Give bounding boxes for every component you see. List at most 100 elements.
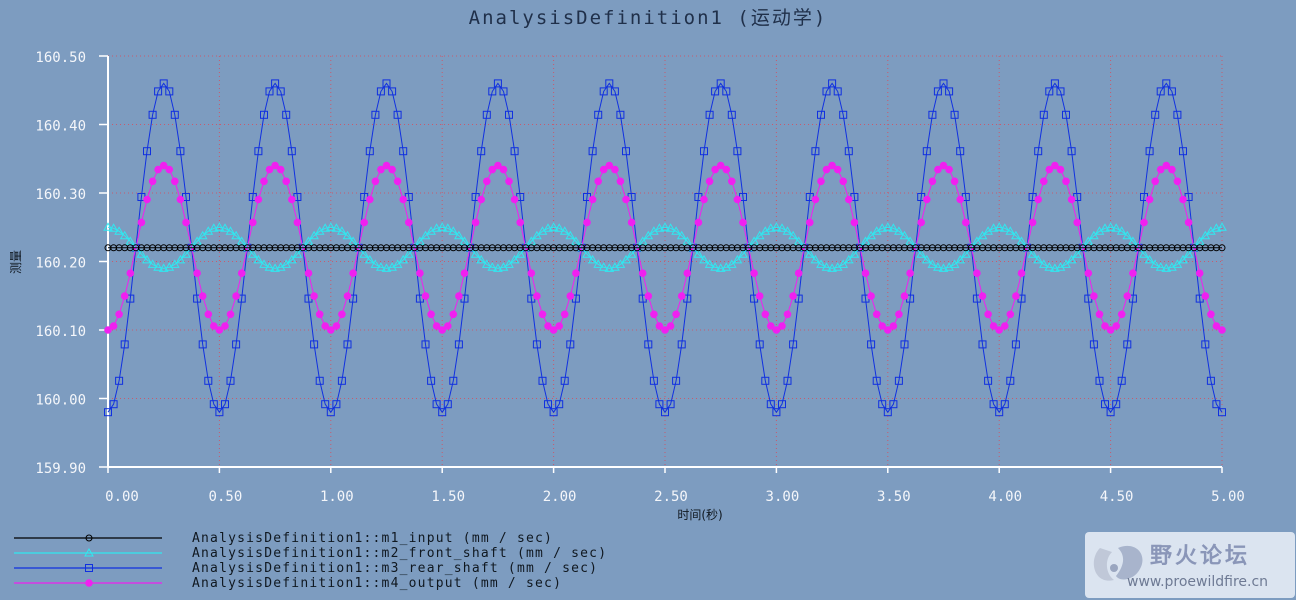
data-point <box>365 147 374 156</box>
data-point <box>477 195 486 204</box>
data-point <box>928 177 937 186</box>
series-line <box>107 226 1223 269</box>
data-point <box>588 147 597 156</box>
data-point <box>237 269 246 278</box>
data-point <box>392 259 403 268</box>
data-point <box>616 177 625 186</box>
data-point <box>1067 147 1076 156</box>
data-point <box>895 310 903 319</box>
data-point <box>493 79 502 88</box>
data-point <box>838 259 849 268</box>
data-point <box>599 165 608 174</box>
data-point <box>287 195 296 204</box>
data-point <box>247 249 258 258</box>
data-point <box>661 408 669 417</box>
data-point <box>956 147 965 156</box>
data-point <box>181 249 191 258</box>
data-point <box>956 195 964 204</box>
data-point <box>683 269 692 278</box>
data-point <box>388 87 397 96</box>
data-point <box>945 87 954 96</box>
data-point <box>878 322 886 330</box>
data-point <box>377 165 385 174</box>
data-point <box>1116 226 1127 235</box>
data-point <box>977 230 988 240</box>
x-tick-label: 4.50 <box>1100 489 1134 505</box>
data-point <box>265 87 274 96</box>
data-point <box>672 376 681 385</box>
data-point <box>109 322 118 330</box>
data-point <box>193 269 201 278</box>
data-point <box>427 310 435 319</box>
data-point <box>442 223 453 232</box>
data-point <box>1056 165 1065 174</box>
data-point <box>321 322 330 330</box>
data-point <box>1201 292 1210 300</box>
data-point <box>543 223 553 232</box>
data-point <box>549 408 558 417</box>
data-point <box>488 165 497 174</box>
y-tick-label: 160.30 <box>35 187 86 203</box>
data-point <box>1039 110 1048 119</box>
data-point <box>477 147 486 156</box>
data-point <box>945 165 953 174</box>
data-point <box>754 230 765 240</box>
data-point <box>566 292 575 300</box>
data-point <box>978 292 987 300</box>
data-point <box>877 223 888 232</box>
data-point <box>197 230 208 240</box>
data-point <box>254 147 263 156</box>
legend-entry: AnalysisDefinition1::m1_input (mm / sec) <box>192 531 553 546</box>
data-point <box>142 254 152 264</box>
data-point <box>516 218 524 227</box>
data-point <box>443 400 452 409</box>
data-point <box>1172 259 1183 268</box>
data-point <box>1090 292 1098 300</box>
data-point <box>661 326 669 334</box>
data-point <box>532 230 542 240</box>
data-point <box>833 87 842 96</box>
data-point <box>1218 408 1226 417</box>
data-point <box>1183 249 1194 258</box>
data-point <box>544 400 552 409</box>
data-point <box>315 310 324 319</box>
data-point <box>487 262 498 271</box>
data-point <box>1201 340 1210 349</box>
data-point <box>1000 400 1009 409</box>
data-point <box>1089 230 1099 240</box>
legend-marker <box>84 547 94 557</box>
data-point <box>950 110 959 119</box>
data-point <box>1006 376 1015 385</box>
data-point <box>844 195 853 204</box>
data-point <box>1195 269 1204 278</box>
data-point <box>733 195 742 204</box>
data-point <box>1162 161 1171 170</box>
data-point <box>388 165 396 174</box>
x-axis-label: 时间(秒) <box>677 508 722 522</box>
legend-marker <box>85 579 93 587</box>
data-point <box>337 226 347 235</box>
data-point <box>1050 263 1060 272</box>
data-point <box>560 376 569 385</box>
data-point <box>732 254 743 264</box>
data-point <box>710 262 720 271</box>
data-point <box>627 218 636 227</box>
legend-marker <box>85 534 93 542</box>
data-point <box>984 376 993 385</box>
data-point <box>494 161 502 170</box>
data-point <box>783 310 792 319</box>
data-point <box>398 254 409 264</box>
data-point <box>555 400 564 409</box>
data-point <box>816 259 826 268</box>
x-tick-label: 0.00 <box>105 489 139 505</box>
data-point <box>253 254 264 264</box>
data-point <box>1218 244 1226 252</box>
data-point <box>1050 79 1059 88</box>
data-point <box>171 177 179 186</box>
legend-marker <box>85 564 93 572</box>
data-point <box>727 177 736 186</box>
data-point <box>538 376 547 385</box>
y-tick-label: 159.90 <box>35 461 86 477</box>
data-point <box>882 222 893 231</box>
data-point <box>226 310 235 319</box>
